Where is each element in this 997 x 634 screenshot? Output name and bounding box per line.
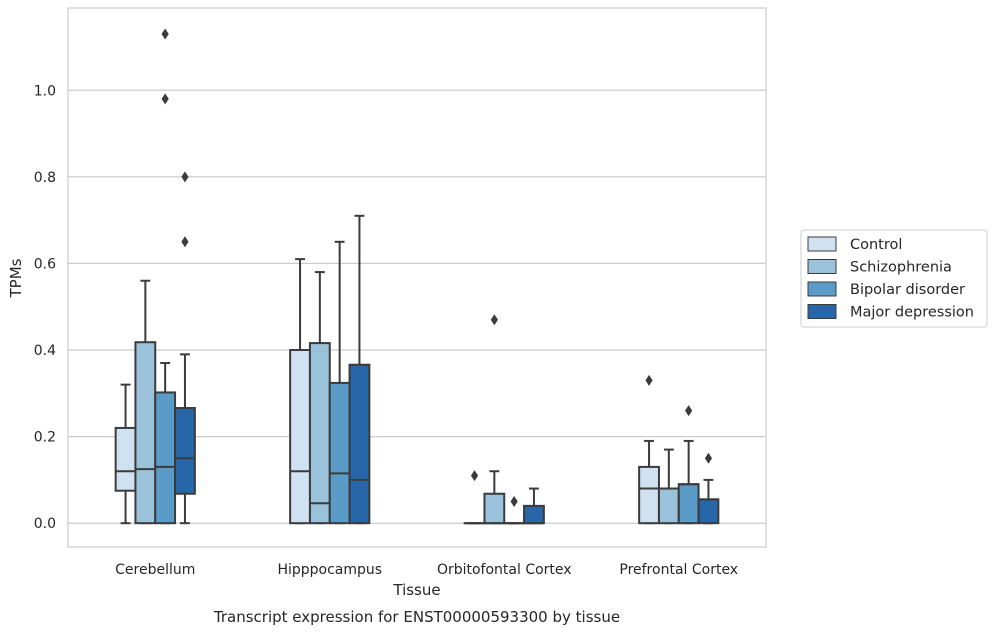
x-tick-labels: Cerebellum Hipppocampus Orbitofontal Corte…	[115, 562, 738, 578]
legend-swatch	[807, 304, 837, 319]
legend-label: Schizophrenia	[850, 260, 952, 276]
y-tick-labels: 0.0 0.2 0.4 0.6 0.8 1.0	[34, 83, 56, 532]
legend-swatch	[807, 281, 837, 297]
y-tick-label: 0.8	[34, 170, 56, 186]
y-tick-label: 0.4	[34, 343, 56, 359]
box-2-3	[523, 487, 545, 525]
box-body	[523, 504, 545, 525]
box-body	[697, 498, 720, 525]
box-body	[677, 483, 700, 525]
legend: Control Schizophrenia Bipolar disorder Majo…	[800, 229, 988, 328]
box-1-0	[289, 258, 311, 525]
outlier-marker	[470, 470, 479, 482]
legend-swatch	[807, 236, 837, 252]
y-tick-label: 0.0	[34, 516, 56, 532]
box-body	[308, 342, 331, 525]
y-tick-label: 0.2	[34, 430, 56, 446]
box-0-3	[174, 171, 196, 525]
outlier-marker	[490, 314, 498, 326]
chart-caption: Transcript expression for ENST0000059330…	[213, 608, 620, 626]
x-tick-label: Hipppocampus	[277, 562, 382, 578]
outlier-marker	[161, 93, 169, 105]
outlier-marker	[181, 171, 189, 183]
box-3-2	[677, 405, 700, 525]
box-1-3	[348, 214, 371, 525]
box-body	[289, 349, 311, 525]
legend-swatch	[807, 259, 837, 274]
y-tick-label: 1.0	[34, 83, 56, 99]
plot-frame	[67, 7, 767, 548]
legend-label: Major depression	[850, 305, 974, 321]
outlier-marker	[704, 452, 713, 464]
box-3-3	[697, 452, 720, 525]
legend-frame	[800, 229, 988, 328]
outlier-marker	[685, 405, 693, 417]
outlier-marker	[181, 236, 189, 248]
x-axis-label: Tissue	[392, 581, 440, 599]
box-1-2	[328, 240, 351, 525]
y-tick-label: 0.6	[34, 256, 56, 272]
outlier-marker	[645, 374, 653, 386]
x-tick-label: Cerebellum	[115, 562, 195, 578]
outlier-marker	[510, 496, 518, 508]
box-body	[483, 492, 506, 525]
box-2-2	[503, 496, 526, 525]
outlier-marker	[161, 28, 169, 40]
box-body	[657, 487, 680, 525]
box-1-1	[308, 271, 331, 525]
x-tick-label: Prefrontal Cortex	[619, 562, 738, 578]
box-body	[174, 407, 196, 495]
box-2-1	[483, 314, 506, 525]
box-body	[348, 363, 371, 525]
legend-label: Bipolar disorder	[850, 282, 965, 298]
y-axis-label: TPMs	[7, 258, 25, 298]
box-body	[114, 426, 137, 492]
box-body	[638, 465, 660, 525]
x-tick-label: Orbitofontal Cortex	[437, 562, 572, 578]
box-groups	[114, 28, 720, 525]
box-0-0	[114, 383, 137, 525]
legend-label: Control	[850, 237, 902, 253]
box-body	[134, 341, 157, 525]
box-body	[328, 381, 351, 525]
box-body	[154, 391, 177, 525]
